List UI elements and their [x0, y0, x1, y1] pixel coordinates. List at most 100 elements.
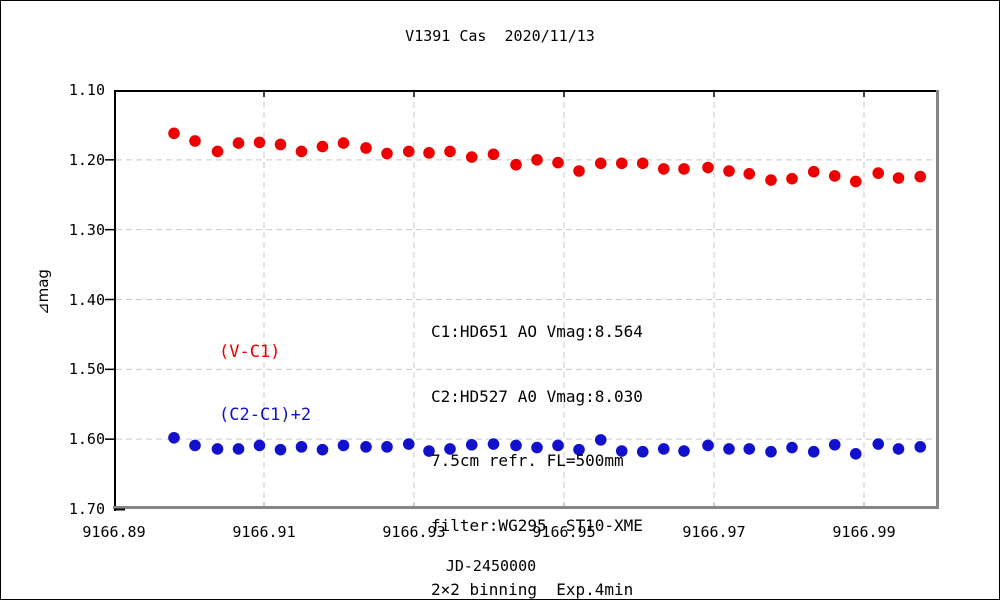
data-point-v-c1: [636, 157, 649, 170]
data-point-c2-c1: [849, 448, 862, 460]
data-point-v-c1: [573, 165, 585, 177]
data-point-c2-c1: [531, 441, 543, 454]
data-point-v-c1: [743, 168, 756, 180]
data-point-c2-c1: [295, 441, 308, 453]
data-point-v-c1: [531, 154, 543, 166]
y-tick-label: 1.30: [68, 220, 105, 239]
data-point-v-c1: [872, 167, 885, 179]
y-tick-label: 1.40: [68, 290, 105, 309]
x-tick-label: 9166.99: [832, 523, 896, 541]
x-axis-label: JD-2450000: [445, 557, 537, 575]
data-point-v-c1: [295, 145, 308, 158]
data-point-c2-c1: [594, 434, 607, 446]
data-point-v-c1: [594, 157, 607, 170]
data-point-v-c1: [168, 127, 180, 140]
note-line-telescope: 7.5cm refr. FL=500mm: [431, 451, 624, 470]
data-point-v-c1: [381, 147, 393, 160]
data-point-c2-c1: [573, 443, 585, 456]
data-point-v-c1: [807, 165, 820, 178]
data-point-c2-c1: [828, 438, 841, 451]
data-point-c2-c1: [552, 439, 564, 452]
note-line-c2: C2:HD527 A0 Vmag:8.030: [431, 386, 643, 406]
data-point-v-c1: [316, 140, 329, 153]
data-point-v-c1: [828, 170, 841, 182]
x-tick-label: 9166.93: [382, 523, 446, 541]
data-point-v-c1: [337, 137, 350, 149]
data-point-v-c1: [232, 137, 245, 149]
observation-notes: C1:HD651 AO Vmag:8.564 C2:HD527 A0 Vmag:…: [431, 278, 643, 599]
data-point-c2-c1: [702, 439, 714, 452]
data-point-c2-c1: [232, 443, 245, 455]
note-line-filter: filter:WG295 ST10-XME: [431, 515, 643, 535]
data-point-c2-c1: [615, 445, 628, 457]
chart-title: V1391 Cas 2020/11/13: [405, 27, 595, 45]
data-point-c2-c1: [657, 443, 670, 455]
data-point-v-c1: [510, 158, 522, 171]
legend-item-v-c1: (V-C1): [219, 342, 281, 362]
plot-frame-shadow: [113, 90, 939, 509]
data-point-c2-c1: [510, 439, 522, 452]
data-point-c2-c1: [337, 439, 350, 452]
data-point-v-c1: [657, 163, 670, 175]
y-tick-label: 1.10: [68, 81, 105, 99]
data-point-v-c1: [465, 151, 478, 163]
data-point-v-c1: [360, 142, 372, 154]
data-point-c2-c1: [914, 441, 927, 453]
x-tick-label: 9166.97: [682, 523, 746, 541]
data-point-c2-c1: [274, 443, 287, 456]
data-point-c2-c1: [316, 443, 329, 456]
data-point-c2-c1: [807, 445, 820, 458]
data-point-c2-c1: [678, 445, 690, 457]
data-point-c2-c1: [786, 441, 798, 454]
note-line-c1: C1:HD651 AO Vmag:8.564: [431, 322, 643, 341]
data-point-c2-c1: [444, 443, 456, 455]
data-point-c2-c1: [189, 439, 201, 452]
data-point-c2-c1: [253, 439, 266, 452]
y-tick-label: 1.70: [68, 500, 105, 518]
x-tick-label: 9166.95: [532, 523, 596, 541]
data-point-c2-c1: [765, 445, 777, 458]
data-point-c2-c1: [211, 443, 224, 455]
data-point-v-c1: [849, 175, 862, 188]
data-point-v-c1: [892, 172, 905, 184]
plot-frame-dark: [114, 90, 939, 511]
data-point-c2-c1: [465, 438, 478, 451]
legend-item-c2-c1: (C2-C1)+2: [219, 405, 312, 425]
data-point-v-c1: [678, 163, 690, 175]
data-point-c2-c1: [872, 438, 885, 450]
data-point-c2-c1: [423, 445, 435, 457]
data-point-v-c1: [211, 145, 224, 158]
x-tick-label: 9166.89: [82, 523, 146, 541]
data-point-v-c1: [274, 138, 287, 151]
data-point-v-c1: [487, 148, 500, 161]
data-point-c2-c1: [168, 431, 180, 444]
data-point-v-c1: [615, 157, 628, 170]
data-point-v-c1: [765, 174, 777, 186]
data-point-v-c1: [702, 161, 714, 174]
note-line-binning: 2×2 binning Exp.4min: [431, 580, 634, 599]
data-point-v-c1: [253, 136, 266, 149]
data-point-c2-c1: [892, 443, 905, 455]
data-point-c2-c1: [487, 438, 500, 450]
data-point-v-c1: [914, 170, 927, 183]
data-point-c2-c1: [360, 441, 372, 453]
data-point-c2-c1: [743, 443, 756, 455]
data-point-c2-c1: [381, 441, 393, 453]
data-point-c2-c1: [636, 445, 649, 458]
y-tick-label: 1.20: [68, 150, 105, 169]
legend: (V-C1) (C2-C1)+2: [219, 300, 311, 468]
data-point-c2-c1: [723, 443, 735, 455]
data-point-v-c1: [444, 145, 456, 158]
data-point-v-c1: [189, 135, 201, 147]
y-tick-label: 1.60: [68, 430, 105, 449]
data-point-c2-c1: [402, 438, 415, 450]
data-point-v-c1: [786, 172, 798, 185]
x-tick-label: 9166.91: [232, 523, 296, 541]
data-point-v-c1: [723, 165, 735, 177]
data-point-v-c1: [423, 147, 435, 159]
y-tick-label: 1.50: [68, 360, 105, 379]
data-point-v-c1: [552, 156, 564, 169]
data-point-v-c1: [402, 145, 415, 158]
